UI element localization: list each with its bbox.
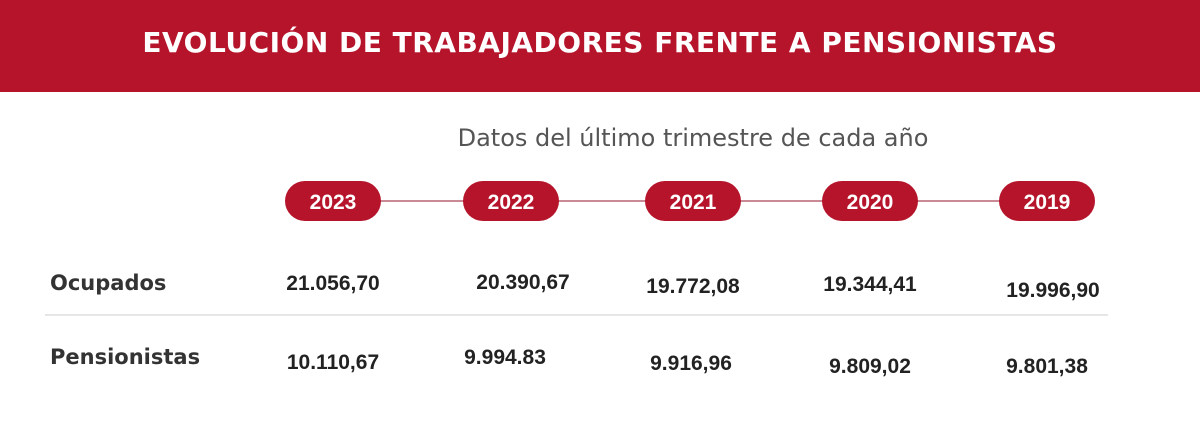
year-label: 2023 xyxy=(310,191,357,214)
year-header-2020: 2020 xyxy=(822,181,918,221)
cell-pensionistas-2020: 9.809,02 xyxy=(829,355,911,378)
row-label-pensionistas: Pensionistas xyxy=(50,345,200,369)
cell-ocupados-2023: 21.056,70 xyxy=(286,272,379,295)
cell-pensionistas-2021: 9.916,96 xyxy=(650,352,732,375)
year-pill xyxy=(645,181,741,221)
year-label: 2021 xyxy=(670,191,717,214)
year-header-2023: 2023 xyxy=(285,181,381,221)
year-pill xyxy=(822,181,918,221)
year-header-2022: 2022 xyxy=(463,181,559,221)
year-label: 2020 xyxy=(847,191,894,214)
cell-ocupados-2022: 20.390,67 xyxy=(476,271,569,294)
cell-pensionistas-2023: 10.110,67 xyxy=(287,351,379,374)
cell-pensionistas-2019: 9.801,38 xyxy=(1006,355,1088,378)
cell-pensionistas-2022: 9.994.83 xyxy=(464,346,546,369)
year-pill xyxy=(999,181,1095,221)
row-label-ocupados: Ocupados xyxy=(50,271,166,295)
page-title: EVOLUCIÓN DE TRABAJADORES FRENTE A PENSI… xyxy=(142,26,1058,59)
header-banner: EVOLUCIÓN DE TRABAJADORES FRENTE A PENSI… xyxy=(0,0,1200,92)
year-label: 2019 xyxy=(1024,191,1071,214)
year-pill xyxy=(285,181,381,221)
table-subtitle: Datos del último trimestre de cada año xyxy=(457,124,929,152)
year-header-2019: 2019 xyxy=(999,181,1095,221)
cell-ocupados-2019: 19.996,90 xyxy=(1006,279,1099,302)
cell-ocupados-2021: 19.772,08 xyxy=(646,275,740,298)
cell-ocupados-2020: 19.344,41 xyxy=(823,273,917,296)
year-label: 2022 xyxy=(488,191,535,214)
year-pill xyxy=(463,181,559,221)
year-header-2021: 2021 xyxy=(645,181,741,221)
